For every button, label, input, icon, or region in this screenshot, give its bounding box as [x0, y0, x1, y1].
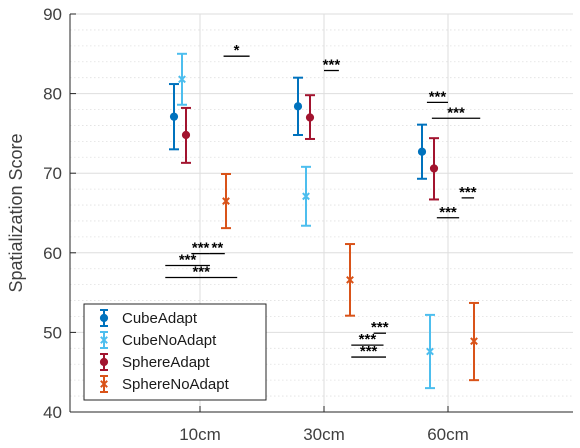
cubeadapt-marker [169, 112, 179, 121]
significance-bracket: *** [459, 184, 477, 201]
cubenoadapt-marker [178, 75, 186, 84]
spherenoadapt-point [221, 172, 231, 230]
cubenoadapt-point [301, 165, 311, 227]
marker-stroke [222, 197, 230, 205]
legend-marker [99, 357, 109, 367]
significance-bracket: ** [209, 240, 225, 257]
significance-label: * [234, 42, 240, 59]
significance-bracket: *** [191, 240, 210, 257]
significance-annotations: **** ******************************** [165, 42, 481, 360]
spherenoadapt-marker [346, 275, 354, 284]
marker-stroke [470, 337, 478, 346]
sphereadapt-point [181, 106, 191, 164]
legend-marker [100, 336, 108, 344]
legend-label: CubeAdapt [122, 310, 198, 327]
marker-stroke [100, 336, 108, 344]
y-tick-label: 90 [43, 5, 62, 24]
significance-bracket: *** [426, 88, 448, 105]
significance-label: *** [359, 331, 377, 348]
marker-stroke [346, 275, 354, 284]
y-tick-label: 40 [43, 403, 62, 422]
y-tick-label: 80 [43, 85, 62, 104]
cubenoadapt-point [425, 313, 435, 390]
y-tick-label: 70 [43, 164, 62, 183]
significance-label: *** [371, 319, 389, 336]
data-marks [169, 52, 479, 390]
cubeadapt-point [293, 76, 303, 136]
legend-label: SphereNoAdapt [122, 376, 230, 393]
x-tick-label: 30cm [303, 425, 345, 444]
marker-stroke [178, 75, 186, 84]
significance-label: *** [179, 252, 197, 269]
significance-label: *** [447, 104, 465, 121]
cubeadapt-marker [417, 147, 427, 156]
sphereadapt-point [305, 94, 315, 140]
x-tick-label: 60cm [427, 425, 469, 444]
cubenoadapt-marker [302, 192, 310, 201]
significance-label: *** [323, 57, 341, 74]
cubeadapt-point [169, 83, 179, 151]
legend-marker [100, 380, 108, 388]
significance-label: ** [212, 240, 224, 257]
spherenoadapt-point [469, 301, 479, 382]
y-tick-label: 60 [43, 244, 62, 263]
marker-stroke [302, 192, 310, 201]
significance-label: *** [459, 184, 477, 201]
cubeadapt-point [417, 123, 427, 180]
sphereadapt-marker [429, 164, 439, 173]
y-tick-label: 50 [43, 323, 62, 342]
significance-label: *** [192, 263, 210, 280]
legend-label: CubeNoAdapt [122, 332, 217, 349]
cubenoadapt-point [177, 52, 187, 106]
legend: CubeAdapt CubeNoAdapt SphereAdapt SphereNoA… [83, 303, 267, 401]
tick-labels: 40 50 60 70 80 90 10cm 30cm 60cm [43, 5, 469, 444]
axes [69, 13, 573, 413]
significance-label: *** [429, 88, 447, 105]
legend-entry: CubeAdapt [99, 309, 198, 327]
cubeadapt-marker [293, 102, 303, 111]
significance-bracket: *** [165, 263, 238, 280]
spherenoadapt-point [345, 243, 355, 317]
legend-label: SphereAdapt [122, 354, 210, 371]
spherenoadapt-marker [470, 337, 478, 346]
legend-box [83, 303, 267, 401]
sphereadapt-marker [305, 113, 315, 122]
significance-bracket: * [223, 42, 250, 59]
significance-bracket: *** [351, 331, 384, 348]
significance-label: *** [439, 204, 457, 221]
spherenoadapt-marker [222, 197, 230, 205]
significance-label: *** [192, 240, 210, 257]
x-tick-label: 10cm [179, 425, 221, 444]
significance-label: *** [360, 343, 378, 360]
significance-bracket: *** [436, 204, 460, 221]
sphereadapt-marker [181, 130, 191, 140]
significance-bracket: *** [323, 57, 341, 74]
significance-bracket: *** [351, 343, 386, 360]
significance-bracket: *** [431, 104, 481, 121]
marker-stroke [100, 380, 108, 388]
legend-entry: SphereAdapt [99, 353, 210, 371]
y-axis-title: Spatialization Score [6, 133, 26, 292]
legend-entry: SphereNoAdapt [100, 375, 230, 393]
significance-bracket: *** [165, 252, 210, 269]
sphereadapt-point [429, 137, 439, 201]
marker-stroke [426, 347, 434, 356]
significance-bracket: *** [371, 319, 389, 336]
legend-entry: CubeNoAdapt [100, 331, 217, 349]
legend-marker [99, 313, 109, 323]
cubenoadapt-marker [426, 347, 434, 356]
